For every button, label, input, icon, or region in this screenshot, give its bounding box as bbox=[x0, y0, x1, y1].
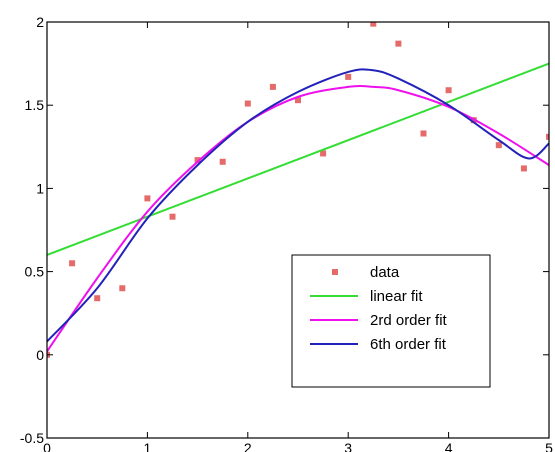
data-point bbox=[520, 165, 527, 172]
legend-label-6th-order-fit: 6th order fit bbox=[370, 336, 447, 353]
data-point bbox=[445, 87, 452, 94]
data-point bbox=[420, 130, 427, 137]
x-tick-label: 3 bbox=[344, 440, 352, 452]
x-tick-label: 1 bbox=[144, 440, 152, 452]
x-tick-label: 0 bbox=[43, 440, 51, 452]
linear-fit-line bbox=[47, 62, 549, 256]
data-point bbox=[495, 142, 502, 149]
legend-label-2rd-order-fit: 2rd order fit bbox=[370, 312, 448, 329]
legend-label-linear-fit: linear fit bbox=[370, 288, 423, 305]
data-point bbox=[169, 213, 176, 220]
legend-label-data: data bbox=[370, 264, 400, 281]
data-point bbox=[370, 22, 377, 27]
y-tick-label: 0.5 bbox=[25, 264, 45, 280]
data-point bbox=[144, 195, 151, 202]
data-point bbox=[295, 97, 301, 104]
y-tick-label: 1 bbox=[36, 180, 44, 196]
plot-area bbox=[47, 22, 549, 358]
data-point bbox=[395, 40, 402, 47]
data-point bbox=[269, 83, 276, 90]
x-tick-label: 4 bbox=[445, 440, 453, 452]
data-point bbox=[94, 295, 101, 302]
data-point bbox=[244, 100, 251, 107]
axes: 0 1 2 3 4 5-0.500.511.52 bbox=[20, 14, 553, 452]
y-tick-label: 0 bbox=[36, 347, 44, 363]
data-point bbox=[119, 285, 126, 292]
legend-marker-data bbox=[332, 269, 338, 275]
data-point bbox=[320, 150, 327, 157]
data-point bbox=[194, 157, 201, 164]
data-point bbox=[345, 73, 352, 80]
axes-frame bbox=[46, 21, 550, 439]
data-point bbox=[69, 260, 76, 267]
x-tick-label: 5 bbox=[545, 440, 553, 452]
data-point bbox=[546, 133, 549, 140]
x-tick-label: 2 bbox=[244, 440, 252, 452]
y-tick-label: 2 bbox=[36, 14, 44, 30]
6th-order-fit-line bbox=[47, 68, 549, 343]
y-tick-label: -0.5 bbox=[20, 430, 44, 446]
2rd-order-fit-line bbox=[47, 85, 549, 353]
y-tick-label: 1.5 bbox=[25, 97, 45, 113]
data-point bbox=[219, 158, 226, 165]
legend: data linear fit 2rd order fit 6th order fit bbox=[291, 254, 491, 388]
